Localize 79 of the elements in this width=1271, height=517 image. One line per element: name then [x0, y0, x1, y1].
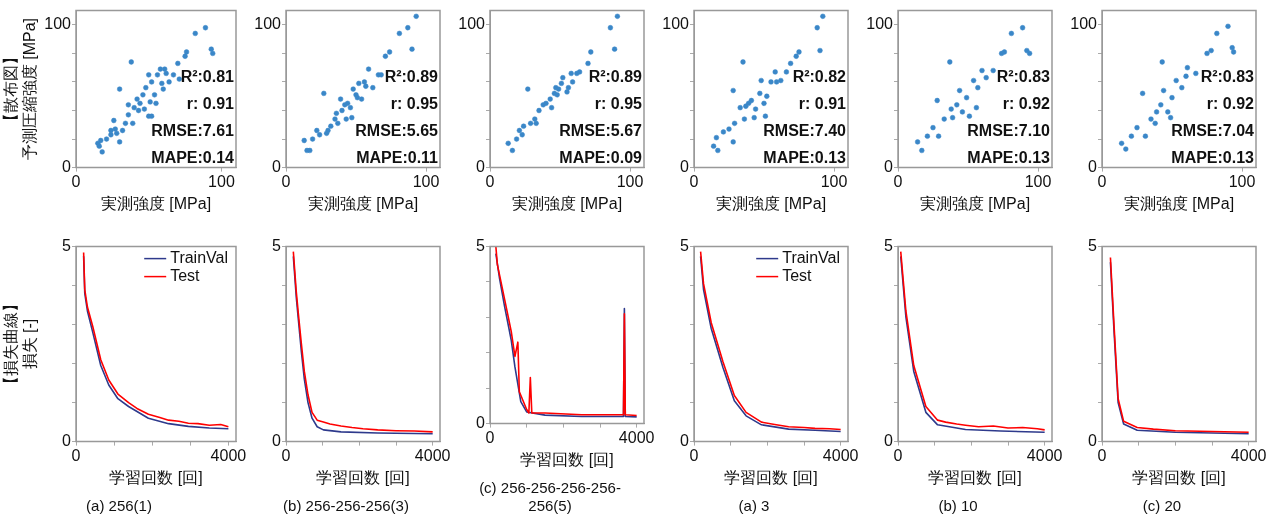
x-tick-label: 4000: [822, 446, 859, 464]
y-tick-label: 0: [62, 158, 72, 176]
annotation: R²:0.89: [384, 68, 439, 86]
annotation: RMSE:7.10: [967, 122, 1051, 140]
annotation: MAPE:0.13: [763, 149, 847, 167]
annotation: RMSE:5.65: [355, 122, 439, 140]
y-tick-label: 100: [866, 15, 894, 33]
x-axis-title: 実測強度 [MPa]: [307, 194, 419, 212]
y-tick-label: 5: [476, 237, 486, 255]
x-tick-label: 100: [616, 172, 644, 190]
text: (c) 20: [1142, 497, 1182, 515]
y-tick-label: 5: [62, 237, 72, 255]
annotation: R²:0.81: [180, 68, 235, 86]
y-tick-label: 100: [458, 15, 486, 33]
y-tick-label: 5: [272, 237, 282, 255]
y-tick-label: 100: [662, 15, 690, 33]
y-tick-label: 0: [476, 158, 486, 176]
y-tick-label: 5: [680, 237, 690, 255]
text: (a) 3: [738, 497, 770, 515]
x-axis-title: 実測強度 [MPa]: [715, 194, 827, 212]
annotation: RMSE:7.61: [151, 122, 235, 140]
annotation: R²:0.89: [588, 68, 643, 86]
x-axis-title: 学習回数 [回]: [1132, 468, 1226, 486]
x-tick-label: 4000: [1026, 446, 1063, 464]
legend-label: TrainVal: [170, 249, 228, 267]
y-tick-label: 0: [680, 158, 690, 176]
annotation: MAPE:0.13: [1171, 149, 1255, 167]
annotation: MAPE:0.13: [967, 149, 1051, 167]
y-tick-label: 100: [1070, 15, 1098, 33]
y-tick-label: 0: [476, 414, 486, 432]
annotation: RMSE:7.40: [763, 122, 847, 140]
annotation: RMSE:7.04: [1171, 122, 1255, 140]
annotation: R²:0.82: [792, 68, 847, 86]
annotation: MAPE:0.09: [559, 149, 643, 167]
x-tick-label: 100: [412, 172, 440, 190]
x-tick-label: 100: [820, 172, 848, 190]
x-tick-label: 4000: [618, 428, 655, 446]
y-tick-label: 5: [1088, 237, 1098, 255]
y-axis-title: 【散布図】予測圧縮強度 [MPa]: [2, 17, 39, 161]
x-tick-label: 4000: [1230, 446, 1267, 464]
annotation: RMSE:5.67: [559, 122, 643, 140]
y-tick-label: 0: [1088, 158, 1098, 176]
x-axis-title: 学習回数 [回]: [316, 468, 410, 486]
annotation: R²:0.83: [1200, 68, 1255, 86]
legend-label: Test: [782, 267, 813, 285]
x-axis-title: 実測強度 [MPa]: [1123, 194, 1235, 212]
x-tick-label: 4000: [210, 446, 247, 464]
annotation: MAPE:0.14: [151, 149, 235, 167]
x-tick-label: 100: [1024, 172, 1052, 190]
annotation: r: 0.91: [798, 95, 847, 113]
x-tick-label: 4000: [414, 446, 451, 464]
y-tick-label: 100: [44, 15, 72, 33]
text: (b) 256-256-256(3): [283, 497, 409, 515]
x-axis-title: 実測強度 [MPa]: [100, 194, 212, 212]
y-tick-label: 0: [272, 158, 282, 176]
x-axis-title: 実測強度 [MPa]: [511, 194, 623, 212]
x-tick-label: 100: [208, 172, 235, 190]
legend-label: Test: [170, 267, 201, 285]
annotation: MAPE:0.11: [356, 149, 439, 167]
text: (a) 256(1): [86, 497, 152, 515]
annotation: r: 0.95: [594, 95, 643, 113]
x-tick-label: 100: [1228, 172, 1256, 190]
annotation: r: 0.91: [186, 95, 235, 113]
x-axis-title: 実測強度 [MPa]: [919, 194, 1031, 212]
y-axis-title: 【損失曲線】損失 [-]: [2, 296, 39, 393]
x-axis-title: 学習回数 [回]: [724, 468, 818, 486]
y-tick-label: 100: [254, 15, 282, 33]
text: (b) 10: [938, 497, 978, 515]
x-axis-title: 学習回数 [回]: [520, 450, 614, 468]
x-axis-title: 学習回数 [回]: [109, 468, 203, 486]
annotation: r: 0.92: [1206, 95, 1255, 113]
text: (c) 256-256-256-256-256(5): [479, 479, 621, 515]
annotation: R²:0.83: [996, 68, 1051, 86]
y-tick-label: 5: [884, 237, 894, 255]
legend-label: TrainVal: [782, 249, 840, 267]
y-tick-label: 0: [884, 158, 894, 176]
annotation: r: 0.92: [1002, 95, 1051, 113]
x-axis-title: 学習回数 [回]: [928, 468, 1022, 486]
annotation: r: 0.95: [390, 95, 439, 113]
